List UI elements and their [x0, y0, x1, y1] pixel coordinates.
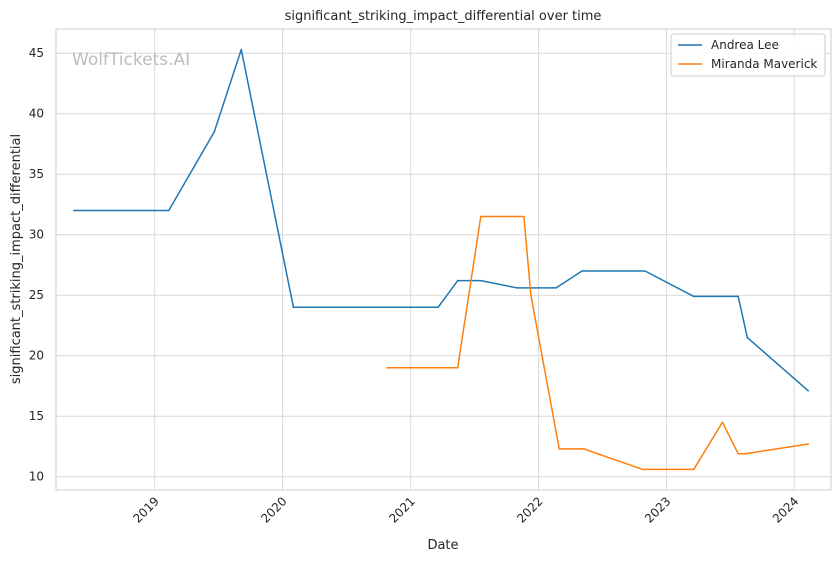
data-point — [480, 279, 482, 282]
y-tick-label: 25 — [29, 288, 44, 302]
grid-lines — [56, 29, 831, 490]
y-tick-label: 10 — [29, 470, 44, 484]
y-tick-label: 15 — [29, 409, 44, 423]
data-point — [807, 389, 810, 392]
data-point — [737, 452, 739, 455]
data-point — [692, 468, 695, 471]
data-point — [530, 294, 532, 296]
legend-box — [670, 33, 826, 77]
x-tick-label: 2024 — [770, 494, 801, 525]
data-point — [558, 448, 561, 450]
x-tick-label: 2023 — [642, 494, 673, 525]
data-point — [644, 270, 646, 272]
data-point — [292, 306, 295, 309]
data-point — [692, 295, 695, 298]
data-point — [746, 336, 749, 339]
data-point — [456, 279, 459, 282]
data-point — [516, 287, 519, 289]
series-line-andrea-lee — [73, 48, 809, 392]
y-tick-labels: 10 15 20 25 30 35 40 45 — [29, 46, 44, 483]
chart-title: significant_striking_impact_differential… — [285, 9, 602, 24]
x-tick-label: 2019 — [130, 494, 161, 525]
y-tick-label: 45 — [29, 46, 44, 60]
data-point — [807, 443, 810, 445]
data-point — [744, 452, 747, 455]
legend-label-andrea-lee: Andrea Lee — [711, 38, 779, 52]
data-point — [641, 468, 644, 471]
data-point — [737, 295, 739, 298]
x-tick-label: 2022 — [514, 494, 545, 525]
y-tick-label: 20 — [29, 349, 44, 363]
legend-label-miranda-maverick: Miranda Maverick — [711, 57, 817, 71]
watermark-text: WolfTickets.AI — [72, 50, 190, 70]
data-point — [555, 287, 557, 289]
x-tick-labels: 2019 2020 2021 2022 2023 2024 — [130, 494, 801, 525]
data-point — [456, 366, 459, 369]
data-point — [581, 270, 583, 272]
data-point — [167, 209, 170, 212]
y-tick-label: 40 — [29, 107, 44, 121]
series-line-miranda-maverick — [386, 215, 809, 471]
y-tick-label: 30 — [29, 228, 44, 242]
legend: Andrea Lee Miranda Maverick — [670, 33, 826, 77]
data-point — [73, 209, 75, 212]
series-layer — [73, 48, 810, 471]
data-point — [721, 421, 724, 424]
data-point — [240, 48, 243, 51]
data-point — [386, 366, 388, 369]
x-tick-label: 2021 — [386, 494, 417, 525]
data-point — [523, 215, 525, 218]
plot-frame — [55, 28, 832, 491]
y-axis-label: significant_striking_impact_differential — [9, 134, 24, 384]
data-point — [437, 306, 439, 309]
data-point — [480, 215, 482, 218]
data-point — [582, 448, 585, 450]
x-axis-label: Date — [427, 538, 458, 553]
x-tick-label: 2020 — [258, 494, 289, 525]
y-tick-label: 35 — [29, 167, 44, 181]
data-point — [213, 131, 216, 133]
